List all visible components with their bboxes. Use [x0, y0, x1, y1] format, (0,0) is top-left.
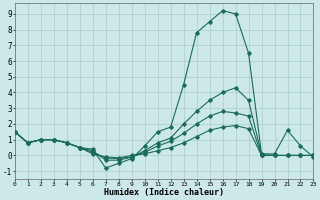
X-axis label: Humidex (Indice chaleur): Humidex (Indice chaleur) — [104, 188, 224, 197]
